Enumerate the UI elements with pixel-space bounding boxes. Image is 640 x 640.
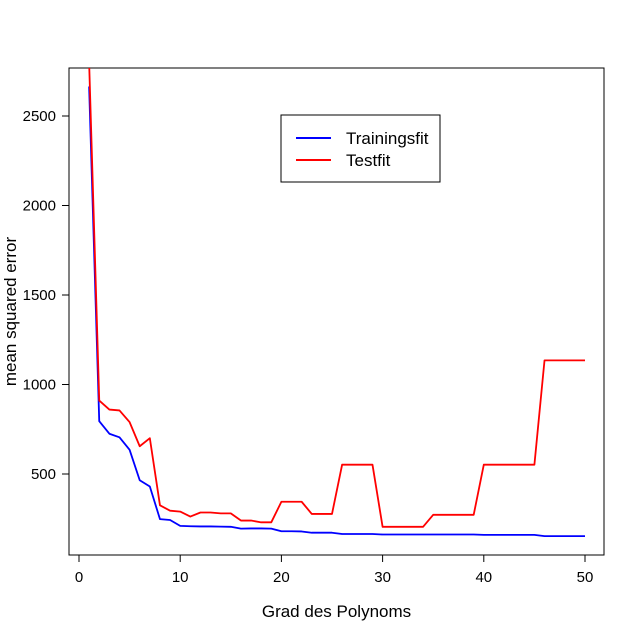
- legend-label-testfit: Testfit: [346, 151, 391, 170]
- x-tick-label: 20: [273, 569, 290, 586]
- y-axis: 500 1000 1500 2000 2500: [23, 108, 70, 483]
- y-tick-label: 2000: [23, 198, 56, 215]
- y-axis-label: mean squared error: [1, 237, 20, 387]
- x-axis-label: Grad des Polynoms: [262, 602, 411, 621]
- x-tick-label: 40: [475, 569, 492, 586]
- legend-label-trainingsfit: Trainingsfit: [346, 129, 429, 148]
- x-tick-label: 30: [374, 569, 391, 586]
- x-tick-label: 50: [577, 569, 594, 586]
- x-tick-label: 10: [172, 569, 189, 586]
- series-layer: [88, 68, 585, 538]
- y-tick-label: 500: [31, 466, 56, 483]
- legend-box: [280, 114, 441, 183]
- series-line-trainingsfit: [88, 86, 585, 538]
- y-tick-label: 2500: [23, 108, 56, 125]
- series-line-testfit: [88, 68, 585, 528]
- legend: Trainingsfit Testfit: [280, 114, 441, 183]
- y-tick-label: 1500: [23, 287, 56, 304]
- y-tick-label: 1000: [23, 377, 56, 394]
- x-tick-label: 0: [75, 569, 83, 586]
- x-axis: 0 10 20 30 40 50: [75, 554, 594, 586]
